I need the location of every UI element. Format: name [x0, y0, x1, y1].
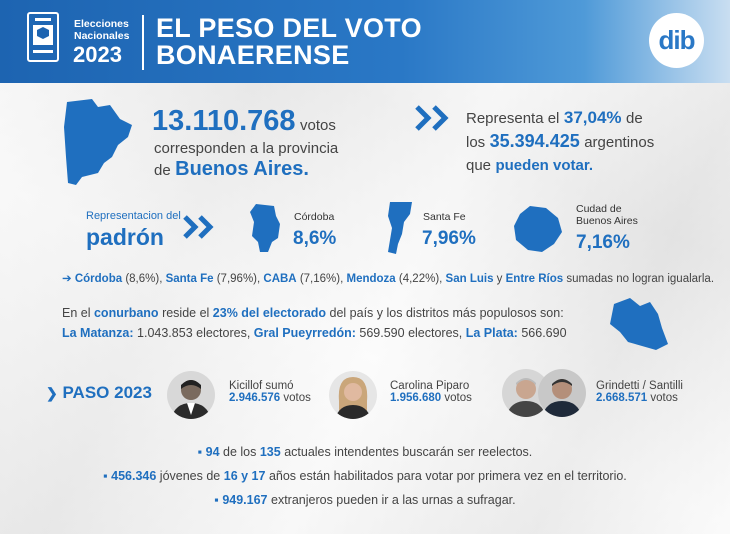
votes-number: 13.110.768: [152, 105, 296, 137]
header-label: Elecciones Nacionales: [74, 18, 130, 42]
represent-total: 35.394.425: [489, 131, 580, 151]
header-banner: Elecciones Nacionales 2023 EL PESO DEL V…: [0, 0, 730, 83]
candidate-kicillof: Kicillof sumó 2.946.576 votos: [229, 380, 311, 404]
santa-fe-map-icon: [388, 202, 412, 254]
province-percent-santa-fe: 7,96%: [422, 228, 476, 249]
fact-intendentes: ▪ 94 de los 135 actuales intendentes bus…: [197, 445, 533, 459]
province-percent-caba: 7,16%: [576, 232, 630, 253]
candidate-piparo: Carolina Piparo 1.956.680 votos: [390, 380, 472, 404]
represent-percent: 37,04%: [563, 108, 622, 127]
double-chevron-icon: [415, 105, 449, 131]
votes-unit: votos: [300, 117, 336, 134]
province-name-cordoba: Córdoba: [294, 211, 335, 223]
represent-line1: Representa el 37,04% de: [466, 108, 643, 127]
avatar-santilli: [538, 369, 586, 417]
votes-line3: de Buenos Aires.: [154, 158, 309, 180]
ballot-box-icon: [27, 12, 59, 62]
caba-map-icon: [514, 206, 562, 252]
conurbano-districts: La Matanza: 1.043.853 electores, Gral Pu…: [62, 326, 567, 340]
buenos-aires-map-icon: [64, 99, 132, 185]
page-title: EL PESO DEL VOTO BONAERENSE: [156, 13, 422, 70]
fact-extranjeros: ▪ 949.167 extranjeros pueden ir a las ur…: [214, 493, 516, 507]
cordoba-map-icon: [250, 204, 280, 252]
dib-logo: dib: [649, 13, 704, 68]
provinces-note: ➔ Córdoba (8,6%), Santa Fe (7,96%), CABA…: [62, 273, 715, 285]
avatar-kicillof: [167, 371, 215, 419]
represent-line2: los 35.394.425 argentinos: [466, 131, 655, 151]
header-year: 2023: [73, 42, 122, 67]
represent-line3: que pueden votar.: [466, 157, 594, 174]
avatar-piparo: [329, 371, 377, 419]
votes-block: 13.110.768 votos: [152, 105, 336, 138]
conurbano-line1: En el conurbano reside el 23% del electo…: [62, 306, 564, 320]
conurbano-map-icon: [610, 298, 668, 350]
province-name-santa-fe: Santa Fe: [423, 211, 466, 223]
province-name: Buenos Aires.: [175, 158, 309, 180]
paso-label: ❯ PASO 2023: [46, 383, 152, 402]
province-percent-cordoba: 8,6%: [293, 228, 337, 249]
fact-jovenes: ▪ 456.346 jóvenes de 16 y 17 años están …: [103, 469, 627, 483]
candidate-grindetti-santilli: Grindetti / Santilli 2.668.571 votos: [596, 380, 683, 404]
double-chevron-icon: [183, 215, 214, 239]
province-name-caba: Cudad de Buenos Aires: [576, 203, 638, 227]
header-divider: [142, 15, 144, 70]
votes-line2: corresponden a la provincia: [154, 140, 339, 157]
padron-label: Representacion del padrón: [86, 210, 181, 250]
